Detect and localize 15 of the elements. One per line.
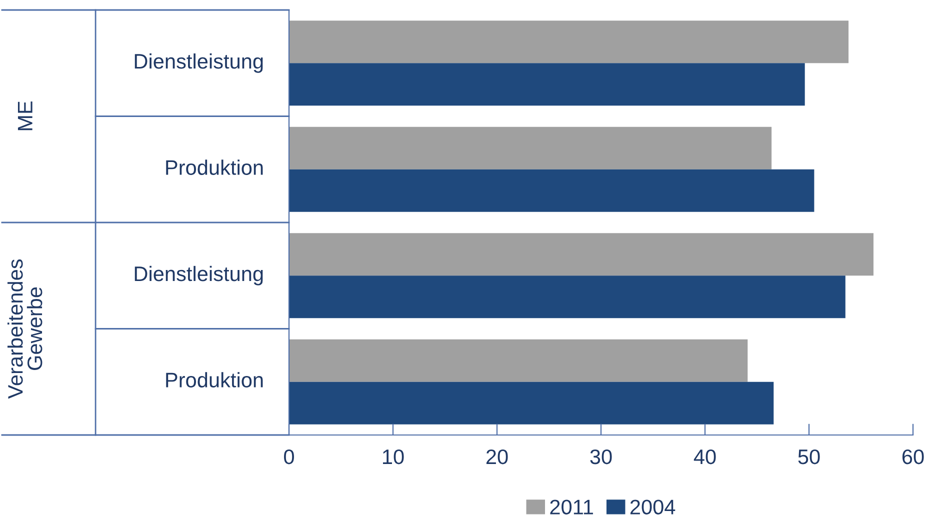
legend-label: 2004 xyxy=(630,500,676,514)
text: ME xyxy=(18,102,32,130)
x-tick-label: 0 xyxy=(284,449,294,464)
y-tick-label: Produktion xyxy=(166,372,263,388)
x-tick-label: 50 xyxy=(798,449,820,464)
x-tick-label: 60 xyxy=(902,449,924,464)
text: Verarbeitendes Gewerbe xyxy=(8,259,42,399)
x-tick-label: 40 xyxy=(694,449,716,464)
y-tick-label: Produktion xyxy=(166,160,263,175)
y-tick-label: Dienstleistung xyxy=(134,266,263,286)
y-tick-label: Dienstleistung xyxy=(134,53,263,73)
x-tick-label: 20 xyxy=(486,449,508,464)
x-tick-label: 10 xyxy=(383,449,404,464)
legend-label: 2011 xyxy=(550,500,593,514)
x-tick-label: 30 xyxy=(590,449,612,464)
